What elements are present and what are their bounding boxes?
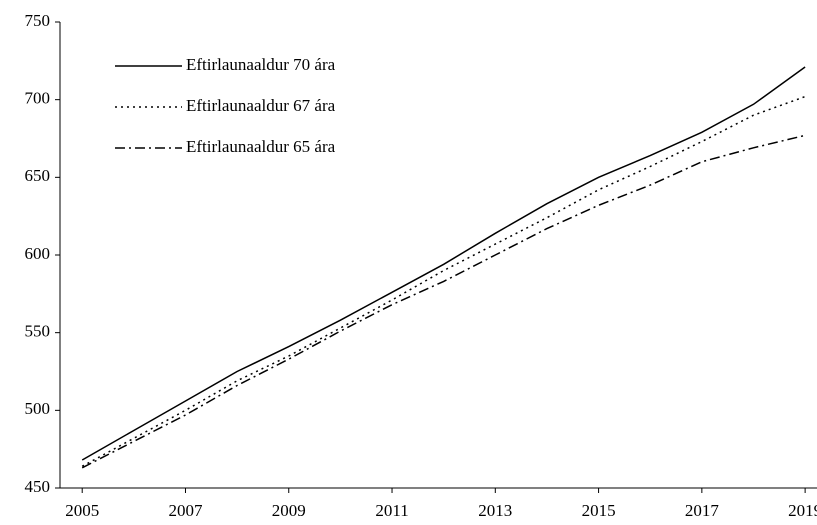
legend-label: Eftirlaunaaldur 67 ára bbox=[186, 96, 336, 115]
y-tick-label: 550 bbox=[25, 322, 51, 341]
x-tick-label: 2019 bbox=[788, 501, 817, 520]
y-tick-label: 650 bbox=[25, 166, 51, 185]
x-tick-label: 2013 bbox=[478, 501, 512, 520]
y-tick-label: 750 bbox=[25, 11, 51, 30]
y-tick-label: 600 bbox=[25, 244, 51, 263]
legend-label: Eftirlaunaaldur 70 ára bbox=[186, 55, 336, 74]
x-tick-label: 2005 bbox=[65, 501, 99, 520]
series-line bbox=[81, 66, 806, 461]
series-line bbox=[81, 134, 806, 469]
y-tick-label: 450 bbox=[25, 477, 51, 496]
x-tick-label: 2015 bbox=[582, 501, 616, 520]
x-tick-label: 2017 bbox=[685, 501, 720, 520]
x-tick-label: 2007 bbox=[168, 501, 203, 520]
y-tick-label: 500 bbox=[25, 399, 51, 418]
legend-label: Eftirlaunaaldur 65 ára bbox=[186, 137, 336, 156]
y-tick-label: 700 bbox=[25, 89, 51, 108]
x-tick-label: 2011 bbox=[375, 501, 408, 520]
x-tick-label: 2009 bbox=[272, 501, 306, 520]
